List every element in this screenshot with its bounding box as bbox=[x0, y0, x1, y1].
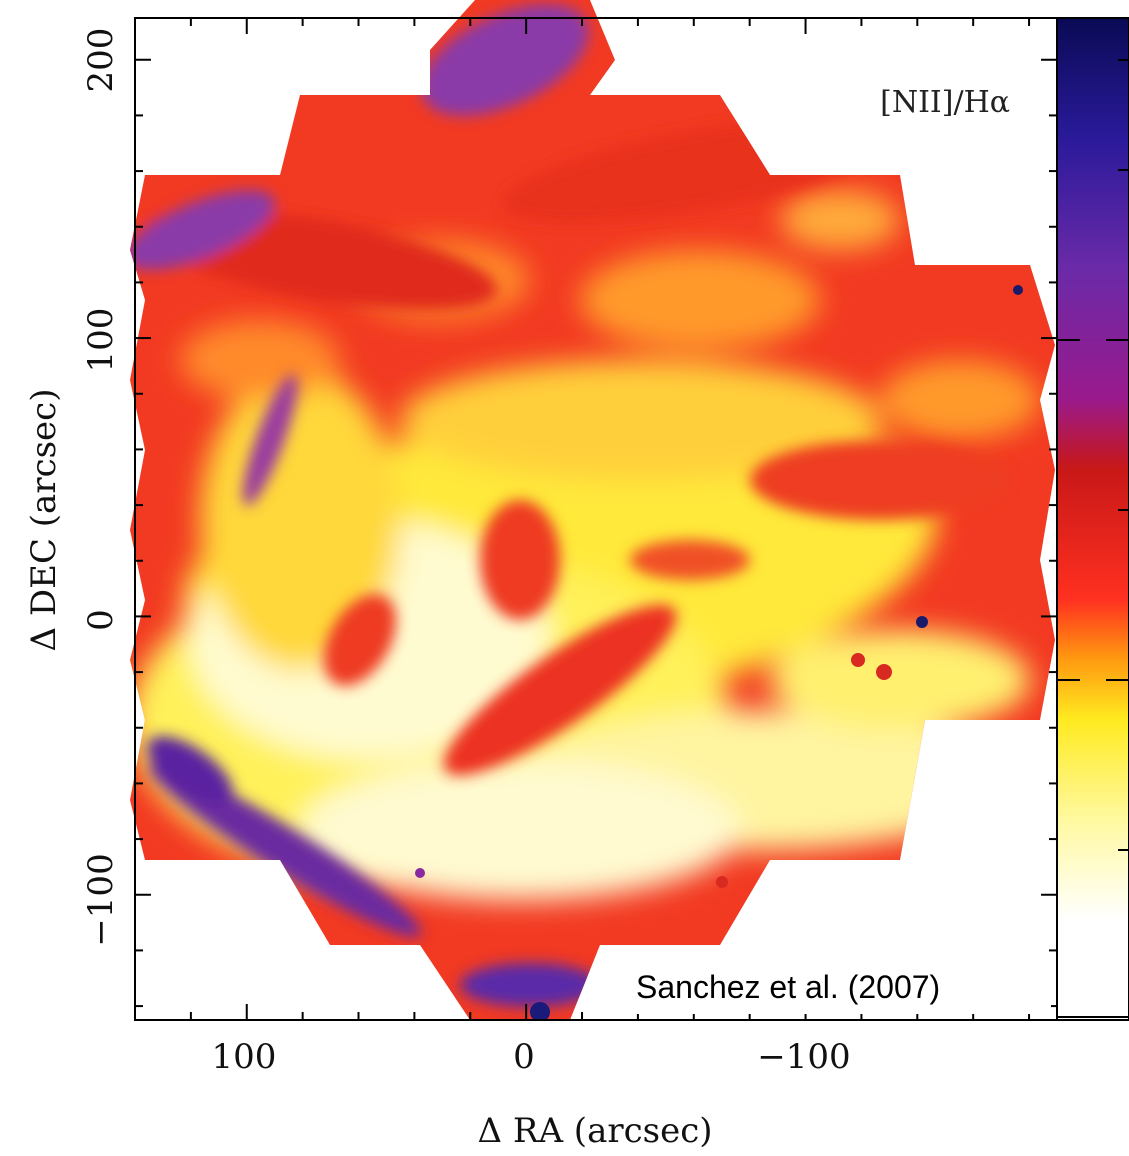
y-tick-label: −100 bbox=[81, 853, 121, 946]
colorbar bbox=[1056, 17, 1129, 1021]
y-tick-labels: 200 100 0 −100 bbox=[81, 28, 121, 947]
panel-title: [NII]/Hα bbox=[880, 85, 1010, 120]
colorbar-ticks bbox=[1057, 59, 1129, 1018]
nii-halpha-map-image bbox=[130, 0, 1055, 1020]
y-tick-label: 100 bbox=[81, 308, 121, 373]
credit-box: Sanchez et al. (2007) bbox=[626, 958, 1051, 1014]
y-tick-label: 0 bbox=[81, 609, 121, 631]
credit-text: Sanchez et al. (2007) bbox=[636, 969, 940, 1005]
x-axis-label: Δ RA (arcsec) bbox=[477, 1111, 712, 1151]
x-tick-label: −100 bbox=[757, 1037, 850, 1077]
x-tick-label: 0 bbox=[513, 1037, 535, 1077]
x-tick-label: 100 bbox=[212, 1037, 277, 1077]
y-tick-label: 200 bbox=[81, 28, 121, 93]
y-axis-label: Δ DEC (arcsec) bbox=[24, 389, 64, 652]
x-tick-labels: 100 0 −100 bbox=[212, 1037, 851, 1077]
